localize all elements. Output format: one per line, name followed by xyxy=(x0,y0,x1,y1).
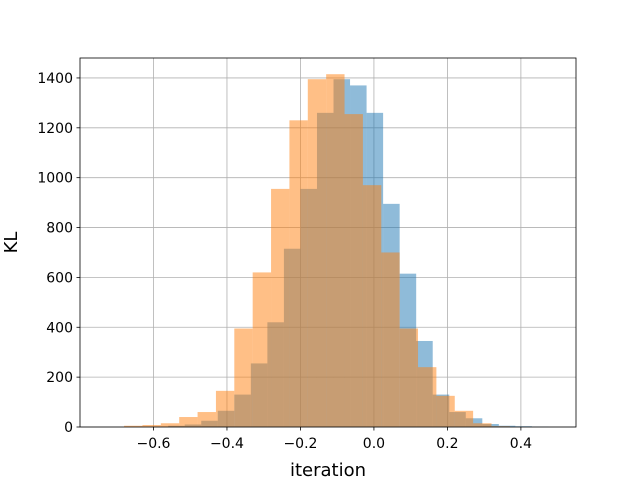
histogram-bar-series-2 xyxy=(234,328,253,427)
histogram-bar-series-2 xyxy=(215,390,235,427)
y-axis-label: KL xyxy=(1,232,22,254)
x-tick-label: −0.2 xyxy=(283,436,317,452)
x-tick-label: 0.4 xyxy=(510,436,532,452)
histogram-bar-series-2 xyxy=(454,410,474,427)
x-tick-label: 0.2 xyxy=(436,436,458,452)
y-tick-label: 200 xyxy=(46,370,73,386)
histogram-bar-series-2 xyxy=(124,425,143,427)
x-tick-label: −0.6 xyxy=(136,436,170,452)
y-tick-label: 0 xyxy=(64,420,73,436)
ticks-layer: −0.6 −0.4 −0.2 0.0 0.2 0.4 0 200 400 600 800 1000 12… xyxy=(37,71,532,452)
y-tick-label: 1400 xyxy=(37,71,73,87)
histogram-bar-series-2 xyxy=(436,395,455,427)
histogram-bar-series-2 xyxy=(473,423,492,427)
histogram-bar-series-2 xyxy=(142,425,161,427)
histogram-bar-series-2 xyxy=(197,412,216,427)
x-axis-label: iteration xyxy=(290,460,366,480)
histogram-bar-series-2 xyxy=(399,328,419,427)
histogram-bar-series-2 xyxy=(362,185,382,427)
histogram-bar-series-2 xyxy=(307,79,327,427)
histogram-bar-series-2 xyxy=(271,188,290,427)
y-tick-label: 600 xyxy=(46,270,73,286)
histogram-bar-series-2 xyxy=(252,272,272,427)
histogram-bar-series-1 xyxy=(465,418,483,427)
histogram-bar-series-2 xyxy=(289,120,308,427)
histogram-bar-series-2 xyxy=(418,367,437,427)
histogram-bar-series-2 xyxy=(179,417,198,427)
histogram-bar-series-2 xyxy=(381,252,400,427)
bars-layer xyxy=(124,74,549,428)
y-tick-label: 1200 xyxy=(37,121,73,137)
histogram-bar-series-2 xyxy=(160,423,180,427)
histogram-bar-series-2 xyxy=(326,74,345,427)
x-tick-label: −0.4 xyxy=(210,436,244,452)
histogram-bar-series-2 xyxy=(344,114,363,428)
x-tick-label: 0.0 xyxy=(363,436,385,452)
y-tick-label: 1000 xyxy=(37,171,73,187)
y-tick-label: 400 xyxy=(46,320,73,336)
plot-frame xyxy=(79,57,577,428)
y-tick-label: 800 xyxy=(46,221,73,237)
